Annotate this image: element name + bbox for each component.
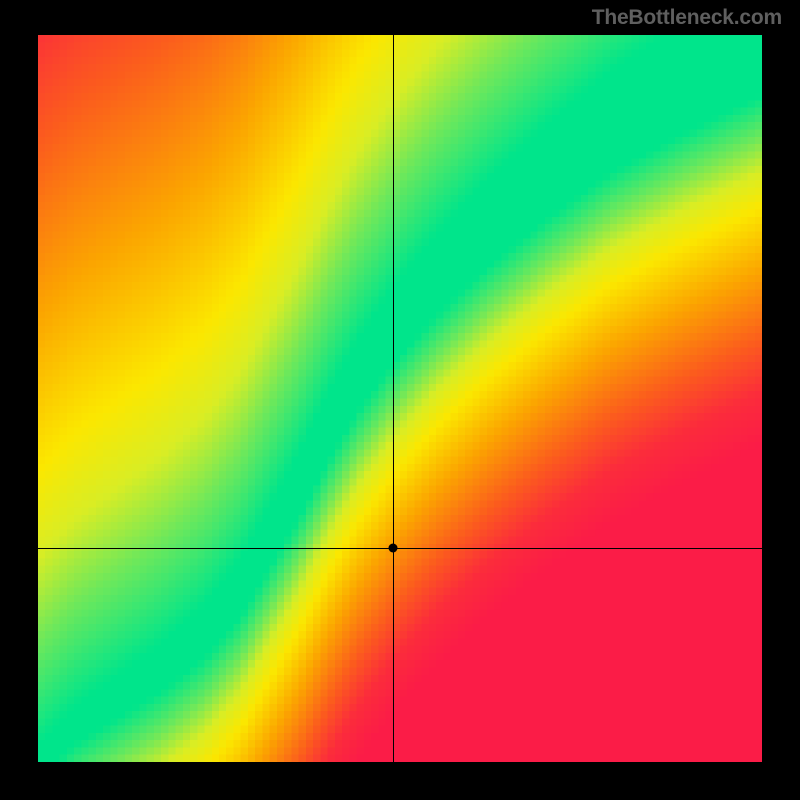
crosshair-horizontal bbox=[38, 548, 762, 549]
watermark-text: TheBottleneck.com bbox=[592, 6, 782, 30]
heatmap-plot bbox=[38, 35, 762, 762]
crosshair-vertical bbox=[393, 35, 394, 762]
crosshair-marker bbox=[388, 543, 397, 552]
heatmap-canvas bbox=[38, 35, 762, 762]
